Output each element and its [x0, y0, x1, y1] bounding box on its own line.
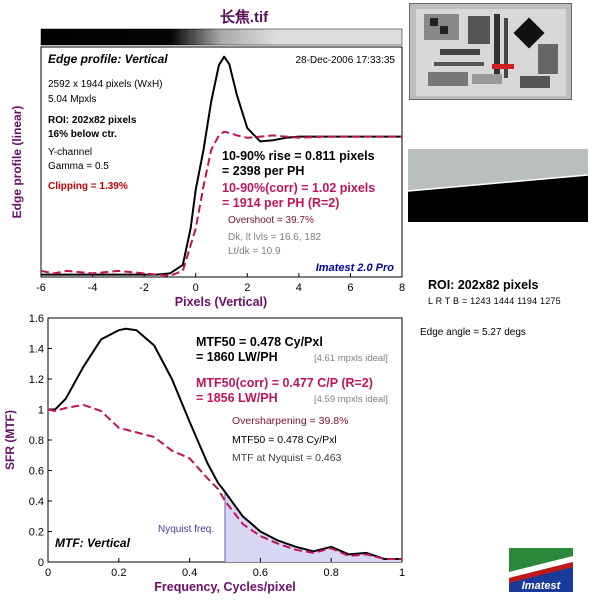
edge-profile-plot: -6 -4 -2 0 2 4 6 8 Edge profile: Vertical 28-De… — [36, 46, 405, 294]
mtf-y-tick-label: 0.2 — [29, 527, 44, 539]
dark-light-levels: Dk, lt lvls = 16.6, 182 — [228, 232, 322, 243]
mtf50-corr-text: MTF50(corr) = 0.477 C/P (R=2) — [196, 376, 373, 390]
edge-timestamp: 28-Dec-2006 17:33:35 — [295, 55, 395, 66]
roi-coordinates: L R T B = 1243 1444 1194 1275 — [428, 296, 561, 306]
mtf-corrected-line — [47, 403, 402, 560]
nyquist-region — [225, 491, 402, 562]
mtf-y-tick-label: 1.2 — [29, 374, 44, 386]
mtf-y-tick-label: 0.8 — [29, 435, 44, 447]
mtf-line — [48, 327, 402, 560]
oversharpening-text: Oversharpening = 39.8% — [232, 415, 348, 427]
edge-profile-line — [41, 55, 402, 276]
mtf-plot: 0 0.2 0.4 0.6 0.8 1 0 0.2 0.4 0.6 0.8 1 1.2 1.4 1.6 N… — [29, 313, 405, 579]
edge-panel-label: Edge profile: Vertical — [48, 52, 168, 66]
mtf-y-axis-label: SFR (MTF) — [3, 410, 17, 470]
mtf-y-tick-label: 0 — [38, 557, 44, 569]
mtf50-ideal: [4.61 mpxls ideal] — [314, 353, 388, 364]
edge-x-tick-label: 2 — [244, 282, 250, 294]
rise-per-ph: = 2398 per PH — [222, 164, 304, 178]
mtf50-corr-lwph: = 1856 LW/PH — [196, 391, 278, 405]
imatest-logo-text: Imatest — [522, 580, 562, 592]
mtf-y-tick-label: 0.6 — [29, 466, 44, 478]
page-title: 长焦.tif — [219, 9, 269, 26]
imatest-logo: Imatest — [509, 548, 573, 592]
roi-size-label: ROI: 202x82 pixels — [428, 278, 539, 292]
edge-x-tick-label: 4 — [296, 282, 302, 294]
overshoot-text: Overshoot = 39.7% — [228, 215, 314, 226]
edge-x-tick-label: -4 — [88, 282, 98, 294]
channel-text: Y-channel — [48, 147, 92, 158]
test-chart-thumbnail — [409, 3, 572, 100]
light-dark-ratio: Lt/dk = 10.9 — [228, 246, 281, 257]
edge-x-tick-label: 8 — [399, 282, 405, 294]
roi-position: 16% below ctr. — [48, 129, 117, 140]
nyquist-label: Nyquist freq. — [158, 524, 214, 535]
mtf50-small-text: MTF50 = 0.478 Cy/Pxl — [232, 434, 337, 446]
edge-angle-label: Edge angle = 5.27 degs — [420, 327, 526, 338]
rise-text: 10-90% rise = 0.811 pixels — [222, 149, 375, 163]
edge-x-tick-label: 6 — [347, 282, 353, 294]
mtf-panel-label: MTF: Vertical — [55, 536, 131, 550]
mtf-x-tick-label: 0.2 — [111, 567, 126, 579]
clipping-text: Clipping = 1.39% — [48, 181, 128, 192]
rise-corr-per-ph: = 1914 per PH (R=2) — [222, 196, 339, 210]
edge-profile-corrected-line — [40, 130, 402, 277]
mtf-y-tick-label: 0.4 — [29, 496, 44, 508]
edge-x-tick-label: -2 — [139, 282, 149, 294]
roi-edge-image — [408, 149, 588, 222]
mtf-y-tick-label: 1.6 — [29, 313, 44, 325]
megapixels-text: 5.04 Mpxls — [48, 94, 96, 105]
imatest-version: Imatest 2.0 Pro — [316, 262, 395, 274]
mtf-y-tick-label: 1.4 — [29, 344, 44, 356]
mtf-x-tick-label: 0 — [45, 567, 51, 579]
mtf-y-tick-label: 1 — [38, 405, 44, 417]
mtf-x-tick-label: 0.8 — [324, 567, 339, 579]
image-size-text: 2592 x 1944 pixels (WxH) — [48, 79, 163, 90]
mtf-nyquist-text: MTF at Nyquist = 0.463 — [232, 452, 342, 464]
mtf-x-tick-label: 0.4 — [182, 567, 197, 579]
edge-x-tick-label: 0 — [193, 282, 199, 294]
rise-corr-text: 10-90%(corr) = 1.02 pixels — [222, 181, 375, 195]
mtf-x-tick-label: 1 — [399, 567, 405, 579]
gamma-text: Gamma = 0.5 — [48, 161, 109, 172]
mtf-x-axis-label: Frequency, Cycles/pixel — [154, 580, 296, 594]
mtf50-text: MTF50 = 0.478 Cy/Pxl — [196, 335, 323, 349]
mtf50-corr-ideal: [4.59 mpxls ideal] — [314, 394, 388, 405]
edge-gradient-strip — [40, 28, 403, 46]
edge-x-tick-label: -6 — [36, 282, 46, 294]
edge-plot-frame — [40, 46, 403, 278]
roi-label: ROI: 202x82 pixels — [48, 115, 137, 126]
mtf50-lwph: = 1860 LW/PH — [196, 350, 278, 364]
edge-y-axis-label: Edge profile (linear) — [10, 106, 24, 219]
mtf-x-tick-label: 0.6 — [253, 567, 268, 579]
edge-x-axis-label: Pixels (Vertical) — [175, 295, 267, 309]
